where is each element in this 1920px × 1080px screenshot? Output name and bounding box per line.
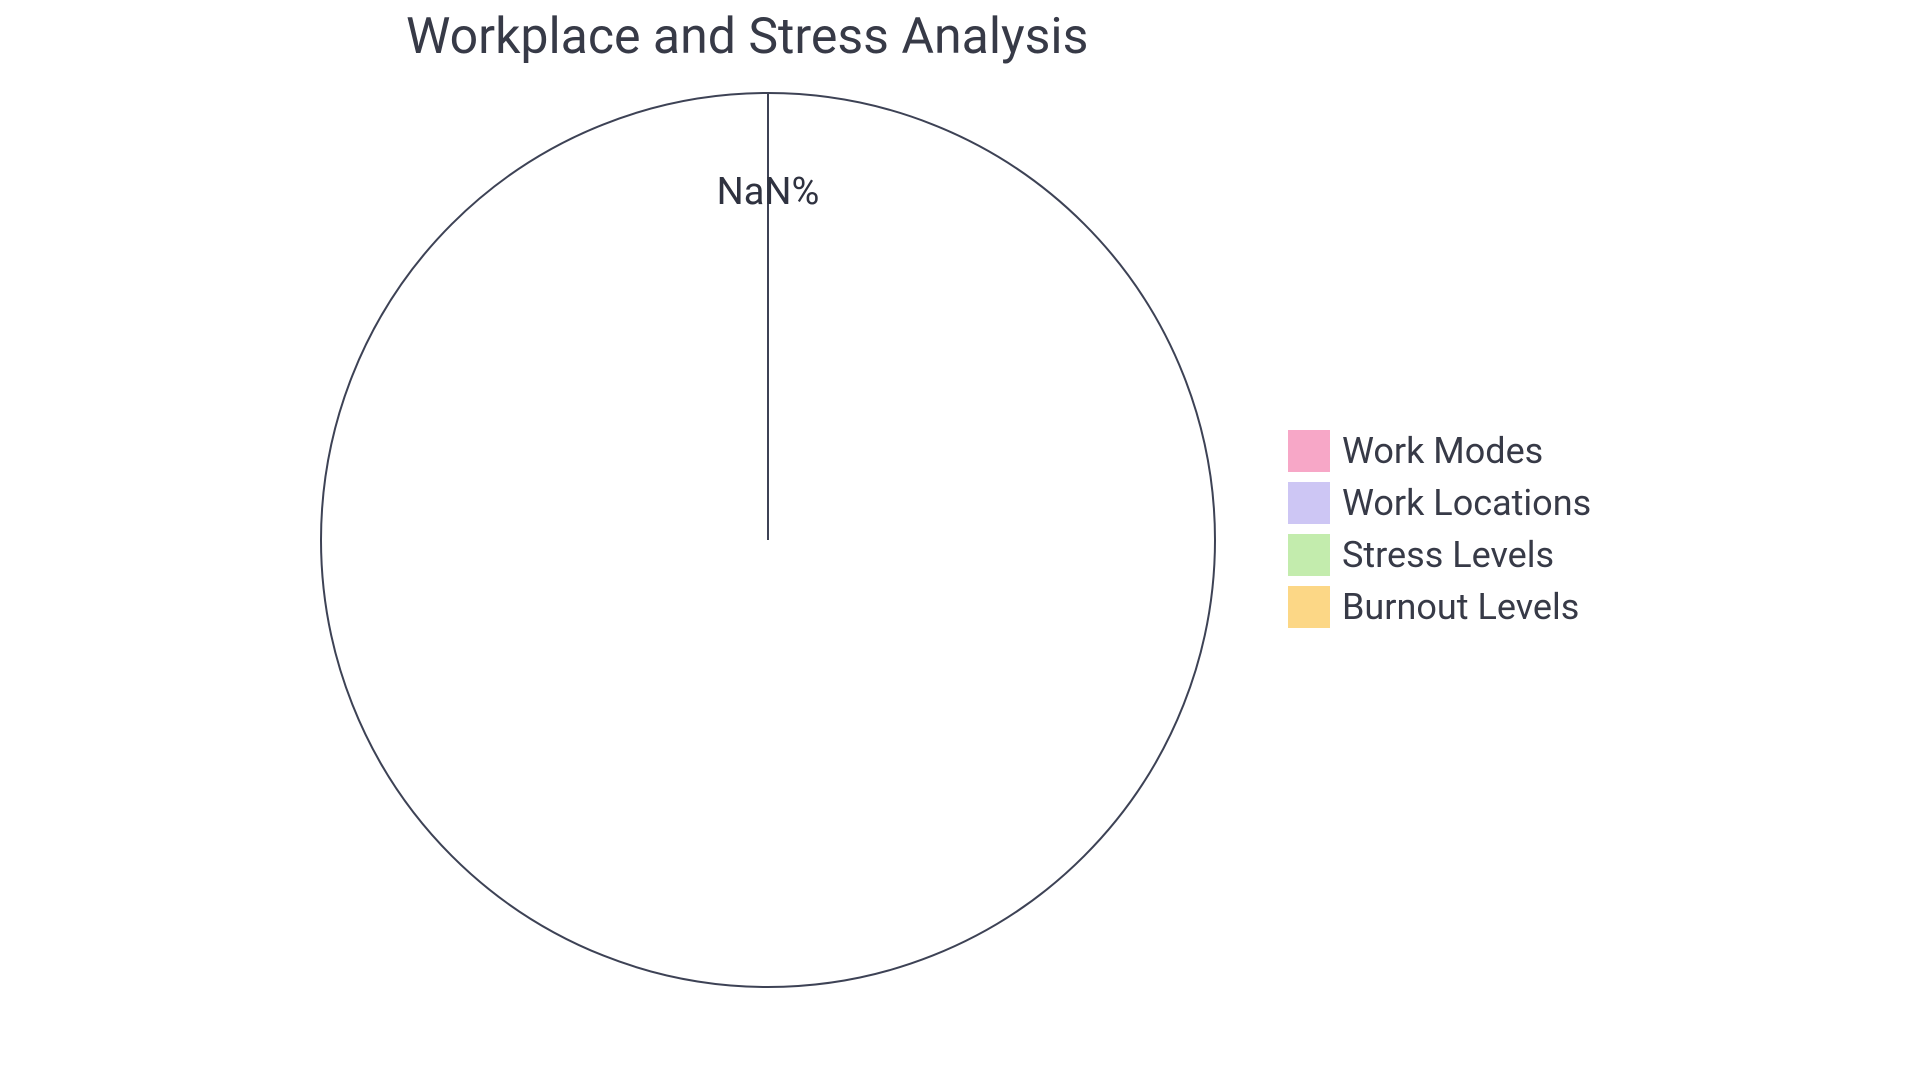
chart-container: Workplace and Stress Analysis NaN% Work … (0, 0, 1920, 1080)
legend-label: Burnout Levels (1342, 586, 1579, 628)
legend-swatch (1288, 534, 1330, 576)
legend-item: Work Modes (1288, 430, 1591, 472)
legend-swatch (1288, 430, 1330, 472)
legend-swatch (1288, 586, 1330, 628)
pie-slice-divider (767, 92, 769, 540)
pie-percent-label: NaN% (717, 170, 820, 214)
legend: Work Modes Work Locations Stress Levels … (1288, 430, 1591, 628)
legend-label: Stress Levels (1342, 534, 1554, 576)
legend-swatch (1288, 482, 1330, 524)
legend-label: Work Locations (1342, 482, 1591, 524)
pie-chart: NaN% (0, 0, 1920, 1080)
legend-item: Work Locations (1288, 482, 1591, 524)
legend-item: Burnout Levels (1288, 586, 1591, 628)
legend-label: Work Modes (1342, 430, 1543, 472)
legend-item: Stress Levels (1288, 534, 1591, 576)
